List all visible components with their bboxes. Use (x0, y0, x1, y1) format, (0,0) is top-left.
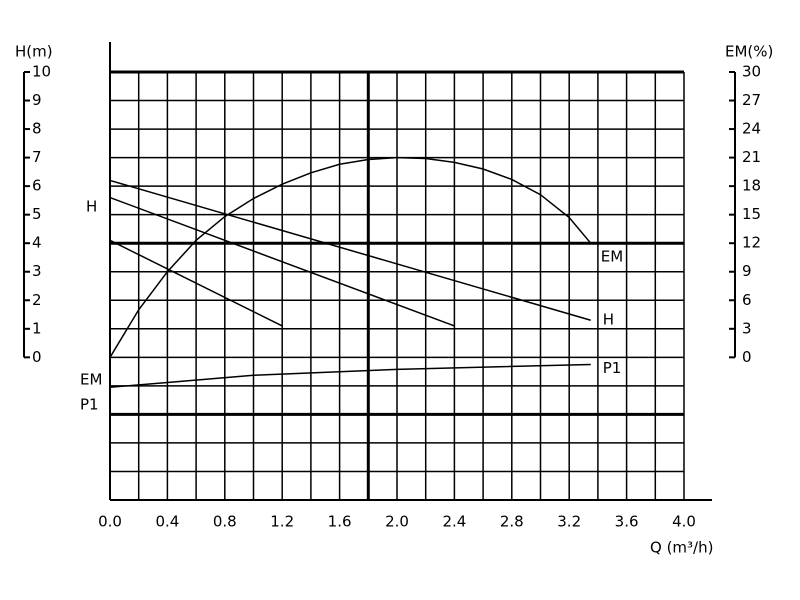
side-label: P1 (80, 396, 99, 414)
y-tick-label: 4 (32, 234, 42, 252)
curve (109, 196, 455, 327)
y-tick-label: 0 (32, 348, 42, 366)
y-tick-label: 5 (32, 205, 42, 223)
y-tick-label: 8 (32, 120, 42, 138)
y-axis-title: H(m) (15, 43, 53, 61)
y-tick-label: 7 (32, 148, 42, 166)
x-axis-title: Q (m³/h) (650, 539, 713, 557)
curve (109, 179, 591, 321)
y-tick-label: 9 (32, 91, 42, 109)
y-tick-label: 3 (32, 262, 42, 280)
x-tick-label: 2.0 (385, 513, 409, 531)
y2-tick-label: 21 (742, 148, 761, 166)
x-tick-label: 1.6 (328, 513, 352, 531)
x-tick-label: 3.6 (615, 513, 639, 531)
curve (109, 239, 283, 327)
y2-tick-label: 12 (742, 234, 761, 252)
y2-tick-label: 18 (742, 177, 761, 195)
y-tick-label: 1 (32, 319, 42, 337)
y2-tick-label: 6 (742, 291, 752, 309)
x-tick-label: 2.8 (500, 513, 524, 531)
y2-tick-label: 0 (742, 348, 752, 366)
series-label: H (603, 311, 614, 329)
y2-axis-title: EM(%) (725, 43, 773, 61)
y2-tick-label: 30 (742, 63, 761, 81)
x-tick-label: 2.4 (442, 513, 466, 531)
side-label: H (86, 198, 97, 216)
curve (109, 363, 591, 389)
y-tick-label: 6 (32, 177, 42, 195)
curve (109, 156, 592, 358)
x-tick-label: 0.8 (213, 513, 237, 531)
y2-tick-label: 27 (742, 91, 761, 109)
x-tick-label: 4.0 (672, 513, 696, 531)
y2-tick-label: 9 (742, 262, 752, 280)
x-tick-label: 3.2 (557, 513, 581, 531)
x-tick-label: 0.0 (98, 513, 122, 531)
y-tick-label: 2 (32, 291, 42, 309)
y2-tick-label: 15 (742, 205, 761, 223)
side-label: EM (80, 371, 102, 389)
series-label: P1 (603, 359, 622, 377)
y2-tick-label: 24 (742, 120, 761, 138)
x-tick-label: 0.4 (155, 513, 179, 531)
y2-tick-label: 3 (742, 319, 752, 337)
x-tick-label: 1.2 (270, 513, 294, 531)
y-tick-label: 10 (32, 63, 51, 81)
series-label: EM (601, 248, 623, 266)
